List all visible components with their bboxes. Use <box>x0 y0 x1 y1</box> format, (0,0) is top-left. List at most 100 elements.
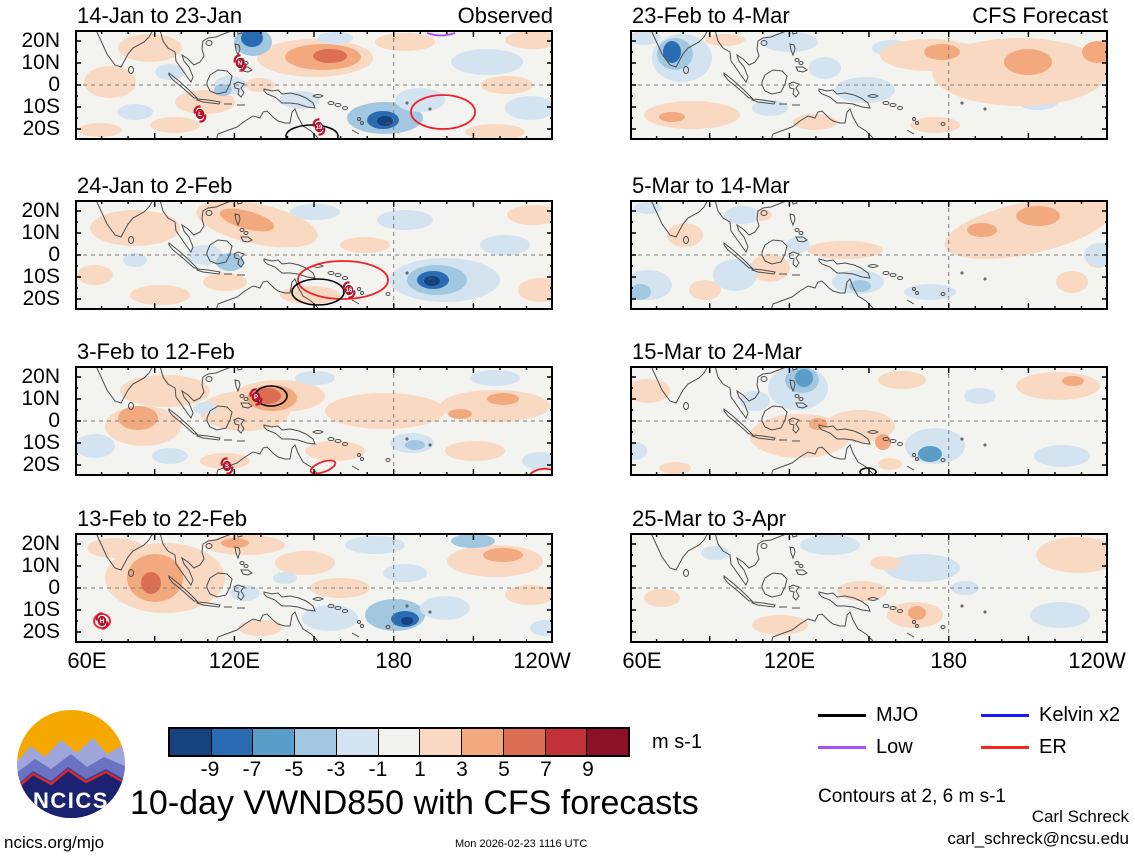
panel-title-row: 15-Mar to 24-Mar <box>630 339 1108 365</box>
lon-axis-labels-left: 60E 120E 180 120W <box>67 648 570 678</box>
panel-date-range: 3-Feb to 12-Feb <box>77 339 235 364</box>
colorbar-cell <box>420 729 463 755</box>
svg-text:16: 16 <box>346 288 353 294</box>
panel-title-row: 24-Jan to 2-Feb <box>75 173 553 199</box>
author-email: carl_schreck@ncsu.edu <box>947 829 1129 848</box>
map-canvas <box>630 200 1108 310</box>
logo-text: NCICS <box>33 788 109 813</box>
lat-tick-label: 10S <box>22 95 60 118</box>
cyclone-marker: S <box>220 457 234 475</box>
lat-tick-label: 10N <box>21 387 60 410</box>
colorbar-tick-label: -5 <box>284 758 304 781</box>
map-canvas <box>630 30 1108 140</box>
anomaly-shading <box>77 200 553 305</box>
lat-tick-label: 10N <box>21 51 60 74</box>
lat-tick-label: 10S <box>22 265 60 288</box>
panel-title-row: 5-Mar to 14-Mar <box>630 173 1108 199</box>
svg-text:H: H <box>100 619 104 625</box>
lat-tick-label: 0 <box>48 243 60 266</box>
legend-item: MJO <box>818 703 981 727</box>
map-panel-fcst-2: 5-Mar to 14-Mar <box>630 173 1108 310</box>
lat-tick-label: 20N <box>21 532 60 555</box>
panel-corner-label: Observed <box>457 3 553 28</box>
panel-date-range: 24-Jan to 2-Feb <box>77 173 233 198</box>
panel-title-row: 23-Feb to 4-Mar CFS Forecast <box>630 3 1108 29</box>
legend-item-label: Kelvin x2 <box>1039 703 1121 726</box>
lat-axis-labels: 20N 10N 0 10S 20S <box>0 200 68 310</box>
lon-tick-label: 120E <box>208 648 261 673</box>
panel-title-row: 13-Feb to 22-Feb <box>75 506 553 532</box>
colorbar-cell <box>378 729 421 755</box>
panel-date-range: 14-Jan to 23-Jan <box>77 3 243 28</box>
cyclone-marker: 16 <box>342 281 356 299</box>
lat-tick-label: 10N <box>21 554 60 577</box>
legend-line-swatch <box>981 745 1029 749</box>
lat-axis-labels: 20N 10N 0 10S 20S <box>0 533 68 643</box>
svg-text:S: S <box>225 464 229 470</box>
anomaly-shading <box>630 200 1108 300</box>
panel-date-range: 13-Feb to 22-Feb <box>77 506 247 531</box>
colorbar-cell <box>211 729 254 755</box>
colorbar-tick-label: 1 <box>414 758 426 781</box>
figure-title: 10-day VWND850 with CFS forecasts <box>130 784 699 822</box>
anomaly-shading <box>78 30 553 140</box>
colorbar-cell <box>545 729 588 755</box>
lat-axis-labels: 20N 10N 0 10S 20S <box>0 366 68 476</box>
svg-text:L: L <box>198 112 202 118</box>
colorbar-tick-label: 7 <box>540 758 552 781</box>
colorbar-cell <box>295 729 337 755</box>
legend-item-label: ER <box>1039 735 1067 758</box>
cyclone-marker: L <box>193 105 207 123</box>
map-canvas: P S <box>75 366 553 476</box>
colorbar-tick-label: 5 <box>498 758 510 781</box>
panel-date-range: 25-Mar to 3-Apr <box>632 506 787 531</box>
map-canvas: N L 19 <box>75 30 553 140</box>
colorbar-cell <box>587 729 629 755</box>
lon-axis-labels-right: 60E 120E 180 120W <box>622 648 1125 678</box>
colorbar-cells <box>168 727 630 757</box>
map-panel-obs-3: 3-Feb to 12-Feb <box>75 339 553 476</box>
lat-axis-labels: 20N 10N 0 10S 20S <box>0 30 68 140</box>
colorbar-cell <box>170 729 212 755</box>
colorbar-tick-label: 3 <box>456 758 468 781</box>
legend-item: Kelvin x2 <box>981 703 1128 727</box>
panel-title-row: 25-Mar to 3-Apr <box>630 506 1108 532</box>
colorbar-tick-label: -7 <box>242 758 262 781</box>
panel-date-range: 5-Mar to 14-Mar <box>632 173 790 198</box>
lat-tick-label: 20N <box>21 29 60 52</box>
map-panel-fcst-1: 23-Feb to 4-Mar CFS Forecast <box>630 3 1108 140</box>
map-canvas: 16 <box>75 200 553 310</box>
svg-text:P: P <box>254 395 258 401</box>
logo-red-ridge-line <box>17 768 125 791</box>
legend-item-label: MJO <box>876 703 919 726</box>
panel-corner-label: CFS Forecast <box>972 3 1108 28</box>
author-name: Carl Schreck <box>1031 807 1129 826</box>
lat-tick-label: 20S <box>22 453 60 476</box>
cyclone-marker: 19 <box>312 118 326 136</box>
map-panel-fcst-3: 15-Mar to 24-Mar <box>630 339 1108 476</box>
colorbar-cell <box>253 729 296 755</box>
map-canvas <box>630 533 1108 643</box>
map-panel-obs-4: 13-Feb to 22-Feb <box>75 506 553 643</box>
wave-contours <box>859 467 877 476</box>
colorbar-cell <box>462 729 504 755</box>
lon-tick-label: 60E <box>67 648 107 673</box>
anomaly-shading <box>644 535 1108 635</box>
lat-tick-label: 20N <box>21 365 60 388</box>
colorbar-cell <box>503 729 546 755</box>
logo-foreground <box>17 771 125 818</box>
colorbar-tick-label: 9 <box>582 758 594 781</box>
panel-title-row: 14-Jan to 23-Jan Observed <box>75 3 553 29</box>
legend: MJO Kelvin x2 Low ER <box>818 703 1128 759</box>
panel-title-row: 3-Feb to 12-Feb <box>75 339 553 365</box>
lon-tick-label: 120E <box>763 648 816 673</box>
svg-text:N: N <box>238 61 242 67</box>
website-url: ncics.org/mjo <box>4 833 105 852</box>
lon-tick-label: 120W <box>1068 648 1126 673</box>
colorbar-cell <box>336 729 379 755</box>
map-panel-obs-2: 24-Jan to 2-Feb <box>75 173 553 310</box>
lat-tick-label: 0 <box>48 576 60 599</box>
legend-line-swatch <box>818 713 866 717</box>
anomaly-shading <box>87 534 553 636</box>
